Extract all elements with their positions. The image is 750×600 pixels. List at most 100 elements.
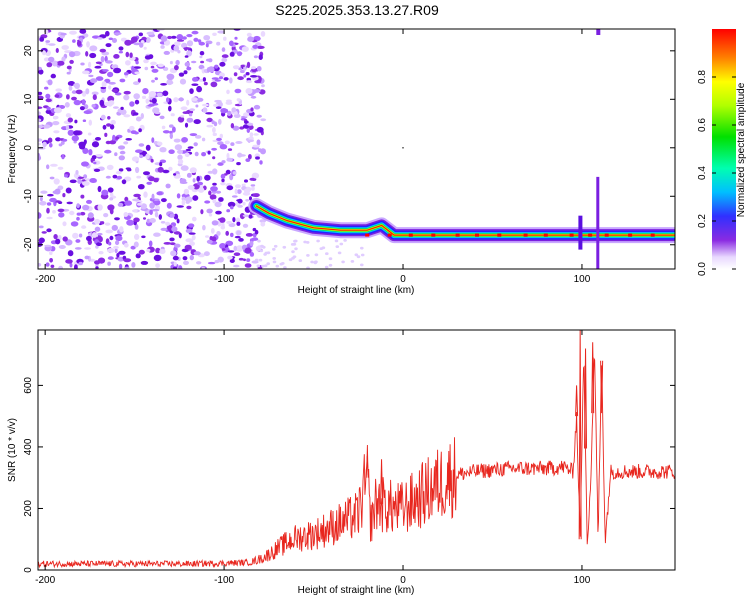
noise-speckle xyxy=(249,132,254,138)
noise-speckle xyxy=(53,115,59,120)
noise-speckle xyxy=(259,160,263,165)
noise-speckle xyxy=(245,80,253,84)
noise-speckle xyxy=(55,88,62,92)
noise-speckle xyxy=(73,83,79,88)
noise-speckle xyxy=(88,149,93,156)
noise-speckle xyxy=(168,166,173,171)
noise-speckle xyxy=(234,235,241,239)
noise-speckle xyxy=(138,143,145,147)
noise-speckle xyxy=(38,225,44,229)
noise-speckle xyxy=(316,239,320,243)
noise-speckle xyxy=(54,94,60,98)
noise-speckle xyxy=(402,147,404,149)
noise-speckle xyxy=(151,137,155,144)
noise-speckle xyxy=(272,247,276,251)
noise-speckle xyxy=(219,72,225,78)
noise-speckle xyxy=(153,141,158,145)
noise-speckle xyxy=(237,198,243,204)
noise-speckle xyxy=(49,143,53,148)
snr-spike xyxy=(600,360,604,414)
noise-speckle xyxy=(341,260,345,264)
noise-speckle xyxy=(94,218,101,225)
noise-speckle xyxy=(272,260,277,264)
noise-speckle xyxy=(162,169,170,174)
noise-speckle xyxy=(183,188,190,195)
noise-speckle xyxy=(185,238,194,243)
noise-speckle xyxy=(120,109,127,115)
noise-speckle xyxy=(91,104,96,108)
snr-marks xyxy=(38,330,675,569)
noise-speckle xyxy=(97,232,103,236)
noise-speckle xyxy=(119,78,126,83)
noise-speckle xyxy=(38,142,41,146)
noise-speckle xyxy=(208,190,212,196)
noise-speckle xyxy=(135,166,140,174)
noise-speckle xyxy=(156,191,163,196)
noise-speckle xyxy=(169,242,176,246)
noise-speckle xyxy=(80,211,86,216)
noise-speckle xyxy=(176,218,180,224)
noise-speckle xyxy=(69,179,77,184)
tone-peak xyxy=(387,233,392,237)
noise-speckle xyxy=(111,89,119,93)
noise-speckle xyxy=(328,257,333,261)
noise-speckle xyxy=(189,108,196,112)
noise-speckle xyxy=(183,260,189,265)
noise-speckle xyxy=(243,112,250,117)
noise-speckle xyxy=(81,225,87,229)
noise-speckle xyxy=(133,93,140,100)
noise-speckle xyxy=(45,262,50,267)
noise-speckle xyxy=(181,196,186,201)
noise-speckle xyxy=(360,253,365,257)
noise-speckle xyxy=(160,221,166,224)
x-tick-label: 0 xyxy=(400,274,406,285)
y-tick-label: 200 xyxy=(23,500,34,517)
noise-speckle xyxy=(249,240,254,247)
noise-speckle xyxy=(134,233,140,240)
snr-xlabel: Height of straight line (km) xyxy=(298,585,415,596)
noise-speckle xyxy=(150,158,154,163)
noise-speckle xyxy=(95,61,102,65)
noise-speckle xyxy=(158,214,162,220)
noise-speckle xyxy=(235,245,244,252)
noise-speckle xyxy=(93,168,101,172)
noise-speckle xyxy=(189,167,197,174)
noise-speckle xyxy=(227,148,233,151)
noise-speckle xyxy=(247,36,255,42)
noise-speckle xyxy=(78,233,83,238)
noise-speckle xyxy=(151,68,159,73)
noise-speckle xyxy=(104,222,111,226)
noise-speckle xyxy=(231,107,237,113)
noise-speckle xyxy=(65,187,72,194)
noise-speckle xyxy=(39,201,47,206)
noise-speckle xyxy=(229,51,235,57)
noise-speckle xyxy=(212,199,217,204)
noise-speckle xyxy=(206,208,213,214)
noise-speckle xyxy=(218,118,222,125)
noise-speckle xyxy=(45,93,51,99)
noise-speckle xyxy=(244,263,252,268)
noise-speckle xyxy=(107,187,114,193)
noise-speckle xyxy=(109,197,114,201)
noise-speckle xyxy=(240,64,245,68)
spectrogram-marks xyxy=(38,29,675,269)
noise-speckle xyxy=(46,106,51,111)
noise-speckle xyxy=(255,156,260,160)
noise-speckle xyxy=(183,70,188,75)
noise-speckle xyxy=(66,71,71,75)
noise-speckle xyxy=(38,138,43,142)
noise-speckle xyxy=(196,175,200,182)
noise-speckle xyxy=(54,188,61,195)
noise-speckle xyxy=(38,153,41,160)
noise-speckle xyxy=(273,244,278,248)
snr-spike xyxy=(380,459,384,505)
noise-speckle xyxy=(144,66,149,71)
noise-speckle xyxy=(133,81,140,86)
noise-speckle xyxy=(219,243,227,249)
noise-speckle xyxy=(250,184,256,187)
noise-speckle xyxy=(101,81,107,88)
noise-speckle xyxy=(251,66,257,70)
noise-speckle xyxy=(49,258,53,263)
noise-speckle xyxy=(123,94,130,101)
